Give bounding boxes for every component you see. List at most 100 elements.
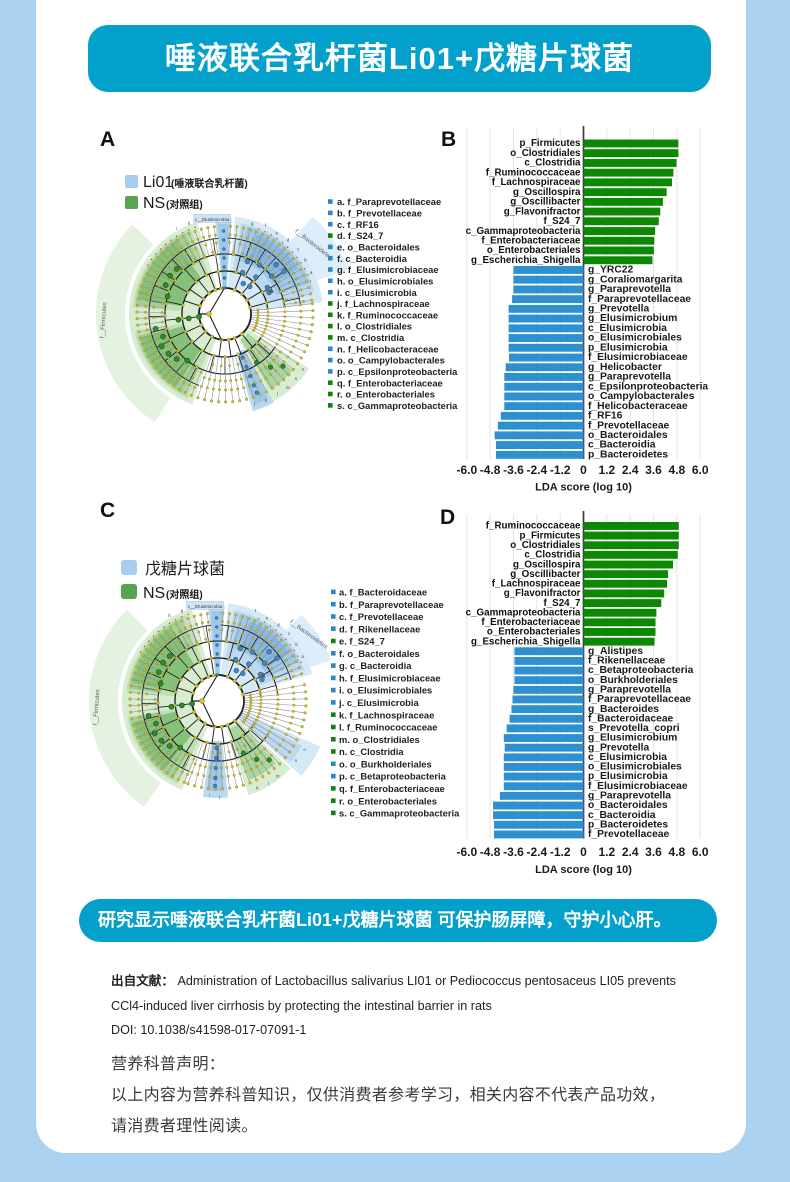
svg-text:c_Betaproteobacteria: c_Betaproteobacteria — [588, 665, 694, 676]
svg-text:o_Bacteroidales: o_Bacteroidales — [588, 430, 668, 441]
svg-text:l: l — [277, 391, 278, 396]
svg-text:g_Helicobacter: g_Helicobacter — [588, 362, 662, 373]
svg-text:m. o_Clostridiales: m. o_Clostridiales — [339, 734, 420, 745]
svg-text:n: n — [295, 758, 298, 763]
svg-text:d: d — [277, 622, 280, 627]
svg-text:-2.4: -2.4 — [526, 463, 547, 477]
svg-text:g_Flavonifractor: g_Flavonifractor — [504, 206, 581, 217]
svg-text:c_Bacteroidia: c_Bacteroidia — [588, 440, 656, 451]
svg-text:p_Firmicutes: p_Firmicutes — [520, 138, 582, 149]
svg-text:f_Rikenellaceae: f_Rikenellaceae — [588, 656, 666, 667]
svg-text:k: k — [265, 398, 268, 403]
svg-text:k. f_Ruminococcaceae: k. f_Ruminococcaceae — [337, 309, 438, 320]
svg-text:g_YRC22: g_YRC22 — [588, 265, 633, 276]
svg-text:i. c_Elusimicrobia: i. c_Elusimicrobia — [337, 287, 418, 298]
svg-text:1.2: 1.2 — [598, 463, 615, 477]
svg-text:d. f_S24_7: d. f_S24_7 — [337, 230, 383, 241]
svg-text:c. f_Prevotellaceae: c. f_Prevotellaceae — [339, 611, 423, 622]
svg-text:LDA score (log 10): LDA score (log 10) — [535, 864, 632, 876]
svg-text:f_RF16: f_RF16 — [588, 411, 623, 422]
svg-text:o_Campylobacterales: o_Campylobacterales — [588, 391, 695, 402]
svg-text:p_Bacteroidetes: p_Bacteroidetes — [588, 450, 668, 461]
svg-text:j: j — [253, 401, 255, 406]
svg-text:r. o_Enterobacteriales: r. o_Enterobacteriales — [337, 389, 435, 400]
svg-text:i. o_Elusimicrobiales: i. o_Elusimicrobiales — [339, 685, 432, 696]
svg-text:6.0: 6.0 — [692, 463, 709, 477]
svg-text:1.2: 1.2 — [598, 845, 615, 859]
svg-text:(对照组): (对照组) — [166, 588, 203, 601]
svg-text:g_Oscillibacter: g_Oscillibacter — [510, 197, 580, 208]
svg-text:g_Elusimicrobium: g_Elusimicrobium — [588, 733, 677, 744]
svg-text:f__Firmicutes: f__Firmicutes — [93, 689, 101, 725]
svg-text:p. c_Betaproteobacteria: p. c_Betaproteobacteria — [339, 771, 447, 782]
svg-text:j. c_Elusimicrobia: j. c_Elusimicrobia — [338, 697, 420, 708]
svg-text:D: D — [440, 506, 455, 529]
svg-text:3.6: 3.6 — [645, 845, 662, 859]
svg-text:m: m — [276, 773, 280, 778]
svg-text:g: g — [251, 221, 254, 226]
svg-text:g. f_Elusimicrobiaceae: g. f_Elusimicrobiaceae — [337, 264, 439, 275]
svg-text:f_Prevotellaceae: f_Prevotellaceae — [588, 420, 670, 431]
svg-text:o. o_Burkholderiales: o. o_Burkholderiales — [339, 758, 432, 769]
svg-text:-1.2: -1.2 — [550, 463, 571, 477]
svg-text:g_Escherichia_Shigella: g_Escherichia_Shigella — [471, 636, 581, 647]
svg-text:l. f_Ruminococcaceae: l. f_Ruminococcaceae — [339, 722, 437, 733]
svg-text:g_Oscillospira: g_Oscillospira — [513, 559, 581, 570]
svg-text:b. f_Paraprevotellaceae: b. f_Paraprevotellaceae — [339, 599, 444, 610]
svg-text:f_Paraprevotellaceae: f_Paraprevotellaceae — [588, 694, 691, 705]
svg-text:c__Elusimicrobia: c__Elusimicrobia — [188, 604, 223, 609]
svg-text:f_Bacteroidaceae: f_Bacteroidaceae — [588, 713, 674, 724]
svg-text:C: C — [100, 499, 115, 522]
svg-text:h. f_Elusimicrobiaceae: h. f_Elusimicrobiaceae — [339, 673, 441, 684]
svg-text:f: f — [265, 223, 267, 228]
svg-text:g_Flavonifractor: g_Flavonifractor — [504, 588, 581, 599]
svg-text:g_Alistipes: g_Alistipes — [588, 646, 643, 657]
svg-text:r. o_Enterobacteriales: r. o_Enterobacteriales — [339, 795, 437, 806]
svg-text:c_Epsilonproteobacteria: c_Epsilonproteobacteria — [588, 381, 708, 392]
svg-text:o: o — [301, 366, 304, 371]
svg-text:e. o_Bacteroidales: e. o_Bacteroidales — [337, 242, 420, 253]
svg-text:f_Elusimicrobiaceae: f_Elusimicrobiaceae — [588, 781, 688, 792]
svg-text:a. f_Bacteroidaceae: a. f_Bacteroidaceae — [339, 587, 427, 598]
svg-text:-3.6: -3.6 — [503, 845, 524, 859]
svg-text:m: m — [286, 385, 290, 390]
svg-text:g_Oscillospira: g_Oscillospira — [513, 187, 581, 198]
svg-text:-6.0: -6.0 — [456, 845, 477, 859]
svg-text:d: d — [287, 238, 290, 243]
svg-text:f_S24_7: f_S24_7 — [543, 216, 581, 227]
svg-text:f__Firmicutes: f__Firmicutes — [100, 302, 108, 338]
svg-text:f_Enterobacteriaceae: f_Enterobacteriaceae — [481, 236, 581, 247]
svg-text:n: n — [295, 376, 298, 381]
svg-text:f_Prevotellaceae: f_Prevotellaceae — [588, 829, 670, 840]
svg-text:A: A — [100, 128, 115, 151]
svg-text:g_Elusimicrobium: g_Elusimicrobium — [588, 313, 677, 324]
svg-text:f: f — [255, 609, 257, 614]
svg-text:6.0: 6.0 — [692, 845, 709, 859]
svg-text:p_Elusimicrobia: p_Elusimicrobia — [588, 771, 668, 782]
svg-text:e: e — [266, 616, 269, 621]
svg-text:f_S24_7: f_S24_7 — [543, 598, 581, 609]
svg-text:g: g — [181, 608, 184, 613]
svg-text:Li01: Li01 — [143, 174, 173, 191]
svg-text:g. c_Bacteroidia: g. c_Bacteroidia — [339, 660, 412, 671]
svg-text:h: h — [168, 613, 171, 618]
svg-text:c_Gammaproteobacteria: c_Gammaproteobacteria — [466, 226, 581, 237]
svg-text:f. c_Bacteroidia: f. c_Bacteroidia — [337, 253, 408, 264]
svg-text:c: c — [288, 631, 291, 636]
svg-text:g_Paraprevotella: g_Paraprevotella — [588, 685, 671, 696]
svg-text:s. c_Gammaproteobacteria: s. c_Gammaproteobacteria — [339, 808, 460, 819]
svg-text:-6.0: -6.0 — [456, 463, 477, 477]
svg-text:e: e — [275, 230, 278, 235]
svg-text:a: a — [310, 270, 313, 275]
svg-text:g_Bacteroides: g_Bacteroides — [588, 704, 659, 715]
svg-text:4.8: 4.8 — [669, 845, 686, 859]
svg-text:-3.6: -3.6 — [503, 463, 524, 477]
svg-text:o_Elusimicrobiales: o_Elusimicrobiales — [588, 762, 682, 773]
svg-text:4.8: 4.8 — [669, 463, 686, 477]
svg-text:c_Bacteroidia: c_Bacteroidia — [588, 810, 656, 821]
svg-text:o. o_Campylobacterales: o. o_Campylobacterales — [337, 355, 445, 366]
svg-text:k: k — [256, 786, 259, 791]
svg-text:j. f_Lachnospiraceae: j. f_Lachnospiraceae — [336, 298, 430, 309]
svg-text:o_Burkholderiales: o_Burkholderiales — [588, 675, 678, 686]
svg-text:f_Enterobacteriaceae: f_Enterobacteriaceae — [481, 617, 581, 628]
